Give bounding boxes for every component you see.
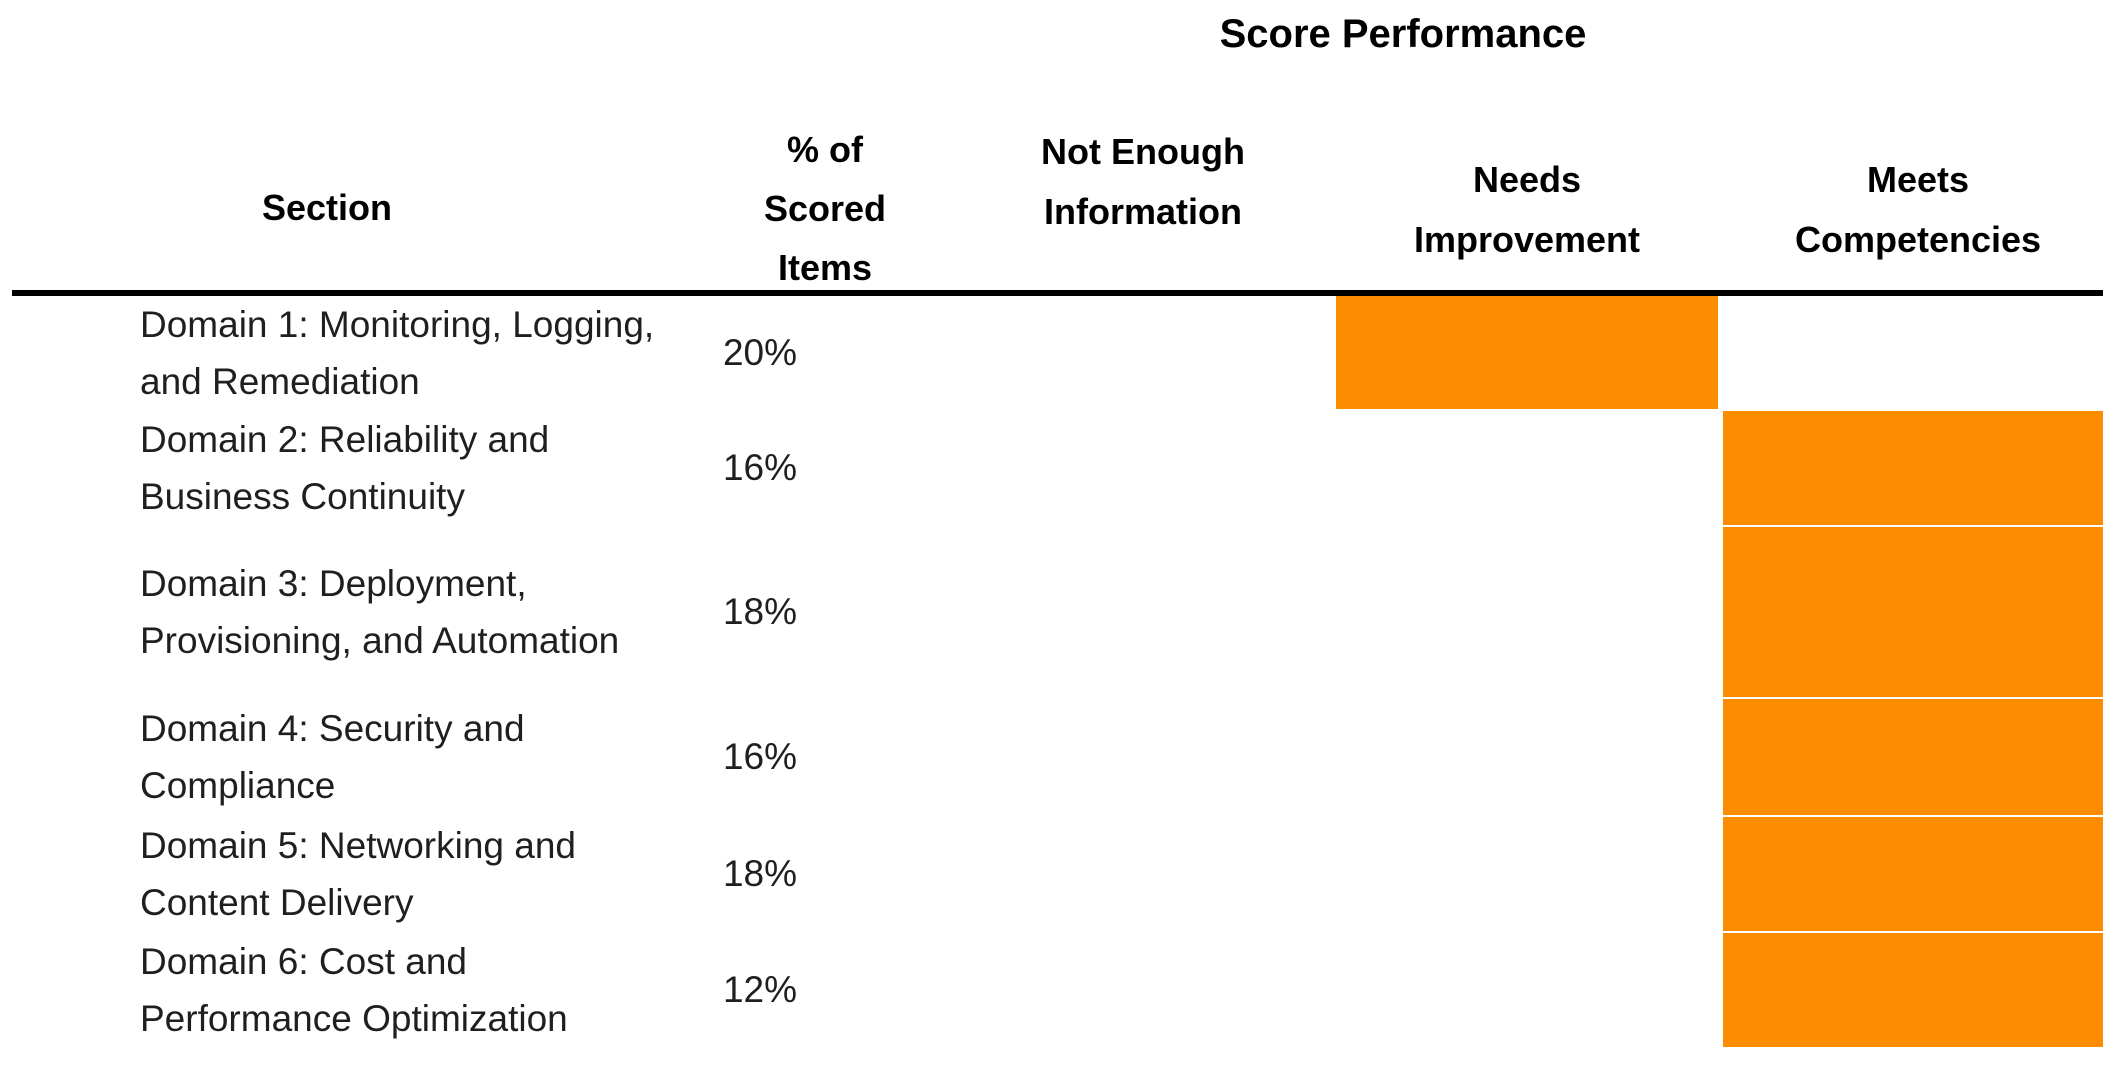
section-label: Domain 6: Cost and Performance Optimizat… [140,941,568,1039]
table-row-pct: 16% [690,411,830,525]
column-header-pct-scored-items: % of Scored Items [763,129,887,288]
table-row-pct: 16% [690,699,830,815]
pct-value: 18% [722,853,798,894]
table-row-section: Domain 5: Networking and Content Deliver… [140,817,660,931]
table-row-section: Domain 3: Deployment, Provisioning, and … [140,527,660,697]
score-bar-meets-competencies [1723,411,2103,525]
table-row-pct: 12% [690,933,830,1047]
score-bar-needs-improvement [1336,296,1718,409]
score-bar-meets-competencies [1723,933,2103,1047]
table-row-pct: 20% [690,296,830,409]
section-label: Domain 5: Networking and Content Deliver… [140,825,576,923]
column-header-meets-competencies: Meets Competencies [1794,159,2042,260]
pct-value: 16% [722,447,798,488]
table-row-section: Domain 4: Security and Compliance [140,699,660,815]
section-label: Domain 2: Reliability and Business Conti… [140,419,550,517]
table-row-section: Domain 6: Cost and Performance Optimizat… [140,933,660,1047]
pct-value: 18% [722,591,798,632]
table-row-section: Domain 1: Monitoring, Logging, and Remed… [140,296,660,409]
score-bar-meets-competencies [1723,527,2103,697]
section-label: Domain 4: Security and Compliance [140,708,525,806]
column-header-not-enough-information: Not Enough Information [1041,131,1245,232]
pct-value: 16% [722,736,798,777]
score-bar-meets-competencies [1723,817,2103,931]
header-divider-rule [12,290,2103,296]
section-label: Domain 3: Deployment, Provisioning, and … [140,563,620,661]
table-row-section: Domain 2: Reliability and Business Conti… [140,411,660,525]
section-label: Domain 1: Monitoring, Logging, and Remed… [140,303,655,402]
chart-title: Score Performance [1219,12,1587,56]
pct-value: 20% [722,331,798,373]
score-bar-meets-competencies [1723,699,2103,815]
table-row-pct: 18% [690,817,830,931]
table-row-pct: 18% [690,527,830,697]
column-header-section: Section [261,187,393,228]
column-header-needs-improvement: Needs Improvement [1413,159,1641,260]
pct-value: 12% [722,969,798,1010]
